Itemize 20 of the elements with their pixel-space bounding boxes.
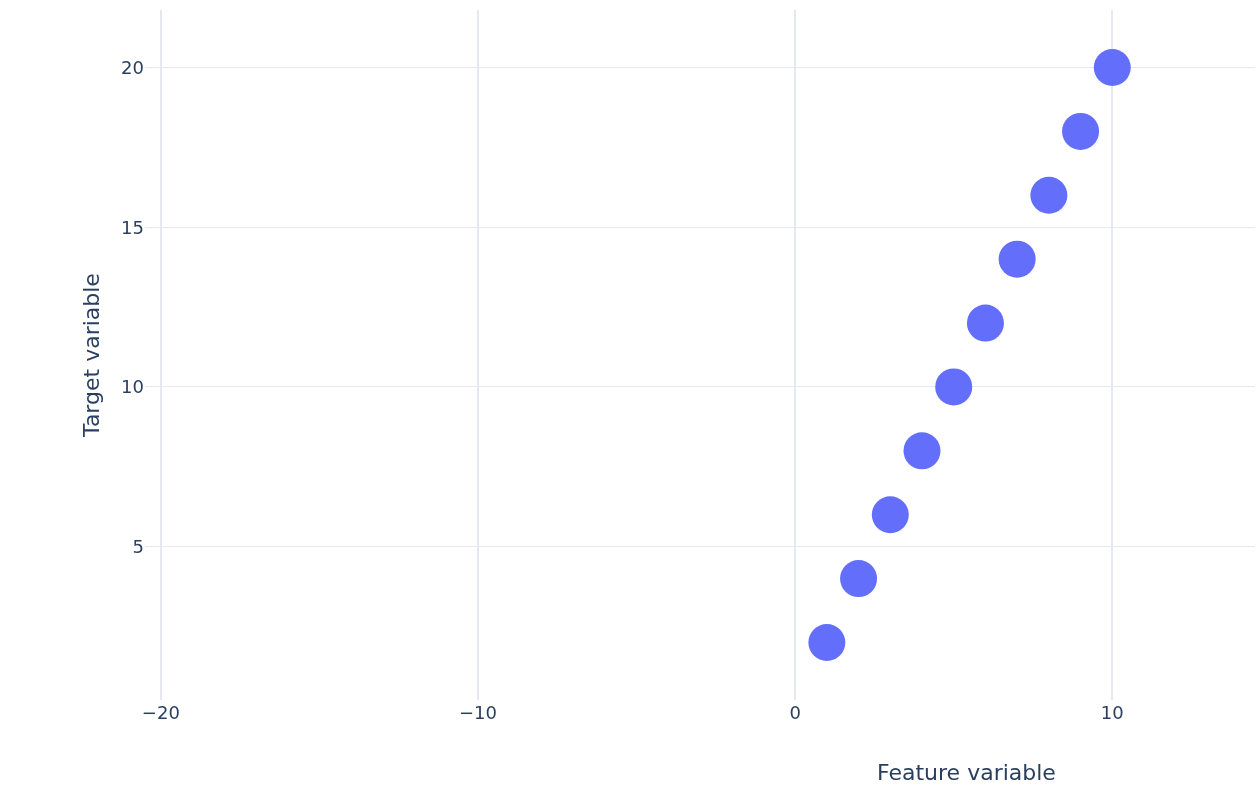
point xyxy=(966,304,1004,342)
y-tick-label: 10 xyxy=(121,376,144,398)
point xyxy=(903,432,941,470)
point xyxy=(998,240,1036,278)
x-tick-label: −20 xyxy=(141,702,180,723)
x-tick-label: −10 xyxy=(459,702,497,723)
point xyxy=(808,624,846,661)
point xyxy=(935,368,973,406)
x-tick-label: 10 xyxy=(1100,702,1124,723)
y-tick-label: 5 xyxy=(132,535,144,557)
point xyxy=(1093,49,1131,86)
point xyxy=(1030,176,1068,214)
point xyxy=(1062,112,1100,150)
x-axis-title: Feature variable xyxy=(877,760,1056,785)
y-tick-label: 15 xyxy=(121,216,144,238)
point xyxy=(840,560,878,598)
x-tick-label: 0 xyxy=(789,702,801,723)
y-axis-title: Target variable xyxy=(78,273,104,438)
point xyxy=(871,496,909,534)
y-tick-label: 20 xyxy=(121,56,144,78)
